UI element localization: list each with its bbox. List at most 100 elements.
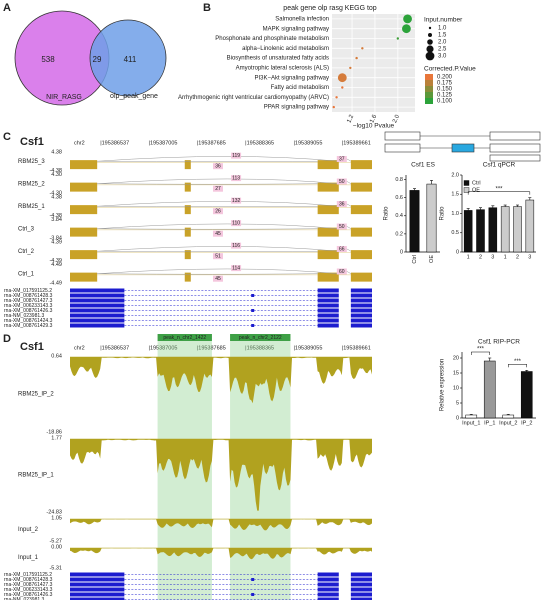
junction-box [212, 185, 223, 192]
coordinate-label: |195386537 [100, 345, 129, 351]
coverage [70, 439, 372, 511]
coordinate-label: |195386537 [100, 140, 129, 146]
transcript-exon [317, 293, 339, 298]
junction-count: 51 [215, 254, 221, 260]
junction-box [336, 246, 347, 252]
transcript-exon [317, 318, 339, 323]
y-tick-label: 5 [456, 400, 459, 406]
transcript-name: rna-XM_008761427.3 [4, 582, 53, 588]
transcript-exon [350, 318, 372, 323]
y-tick-label: PI3K−Akt signaling pathway [254, 75, 329, 81]
chrom-label: chr2 [74, 345, 85, 351]
junction-arc [97, 178, 339, 184]
x-tick-label: 3 [491, 254, 494, 260]
track-name: Input_2 [18, 527, 39, 533]
legend-swatch [425, 98, 433, 104]
transcript-exon [350, 577, 372, 582]
junction-box [212, 163, 223, 170]
transcript-exon [70, 308, 125, 313]
junction-arc [97, 201, 339, 207]
dot [337, 73, 347, 83]
track-scale-top: 0.00 [51, 544, 62, 550]
y-tick-label: 0.5 [451, 230, 459, 236]
peak-label: peak_n_chr2_1422 [163, 335, 206, 341]
transcript-exon [350, 572, 372, 577]
significance-label: *** [477, 347, 485, 353]
track-scale-bottom: -5.27 [49, 538, 62, 544]
transcript-exon [317, 582, 339, 587]
track-scale-bottom: -3.84 [49, 235, 62, 241]
legend-label: 1.5 [438, 33, 447, 39]
transcript-exon [317, 323, 339, 328]
track-scale-bottom: -4.49 [49, 280, 62, 286]
transcript-exon [251, 593, 255, 596]
junction-count: 50 [339, 224, 345, 230]
track-scale-top: 1.05 [51, 515, 62, 521]
transcript-exon [70, 303, 125, 308]
coverage [70, 272, 98, 282]
dot [402, 24, 411, 34]
error-bar [528, 197, 532, 201]
y-tick-label: 20 [453, 355, 459, 361]
junction-count: 116 [232, 243, 240, 249]
transcript-exon [70, 577, 125, 582]
track-scale-bottom: -5.31 [49, 565, 62, 571]
coverage [317, 227, 339, 237]
coverage [184, 272, 191, 282]
transcript-name: rna-XM_008761429.3 [4, 323, 53, 329]
y-tick-label: 0.6 [395, 195, 403, 201]
transcript-exon [317, 303, 339, 308]
y-tick-label: Biosynthesis of unsaturated fatty acids [227, 56, 329, 62]
bar [525, 199, 535, 253]
transcript-exon [251, 294, 255, 297]
transcript-name: rna-XM_008761428.3 [4, 577, 53, 583]
dot [349, 66, 352, 70]
track-name: RBM25_1 [18, 204, 45, 210]
track-name: RBM25_3 [18, 159, 45, 165]
legend-label: 0.100 [437, 99, 453, 105]
y-tick-label: Amyotrophic lateral sclerosis (ALS) [236, 65, 329, 71]
transcript-name: rna-XM_008761424.3 [4, 318, 53, 324]
legend-dot [428, 33, 432, 37]
junction-arc [97, 268, 339, 274]
y-tick-label: 0.2 [395, 231, 403, 237]
bar [409, 190, 420, 253]
coverage [317, 272, 339, 282]
transcript-name: rna-XM_006233143.3 [4, 303, 53, 309]
transcript-exon [350, 308, 372, 313]
transcript-exon [70, 582, 125, 587]
error-bar [469, 414, 473, 415]
junction-box [231, 152, 242, 159]
exon-box [489, 154, 541, 162]
track-scale-bottom: -4.30 [49, 190, 62, 196]
legend-label: 0.150 [437, 87, 453, 93]
transcript-exon [70, 323, 125, 328]
transcript-exon [70, 587, 125, 592]
bar [513, 206, 522, 253]
panel-label: C [3, 131, 11, 143]
coordinate-label: |195389055 [293, 140, 322, 146]
legend-label: 1.0 [438, 26, 447, 32]
x-tick-label: Input_1 [462, 420, 480, 426]
x-tick-label: 2.0 [392, 113, 401, 124]
transcript-exon [70, 293, 125, 298]
peak-label: peak_n_chr2_2122 [239, 335, 282, 341]
coverage [70, 227, 98, 237]
junction-arc [97, 246, 339, 252]
y-tick-label: 0 [456, 415, 459, 421]
transcript-name: rna-XM_006233143.3 [4, 587, 53, 593]
error-bar [491, 205, 495, 208]
legend-dot [428, 26, 432, 30]
y-tick-label: 0.8 [395, 177, 403, 183]
legend-swatch [463, 180, 470, 186]
coordinate-label: |195388365 [245, 345, 274, 351]
track-name: RBM25_2 [18, 181, 45, 187]
legend-label: 2.0 [438, 40, 447, 46]
junction-box [336, 201, 347, 207]
transcript-name: rna-XM_008761427.3 [4, 298, 53, 304]
bar [426, 183, 437, 253]
transcript-exon [317, 288, 339, 293]
coverage [70, 160, 98, 170]
transcript-name: rna-XM_008761426.3 [4, 592, 53, 598]
dot [341, 86, 344, 89]
